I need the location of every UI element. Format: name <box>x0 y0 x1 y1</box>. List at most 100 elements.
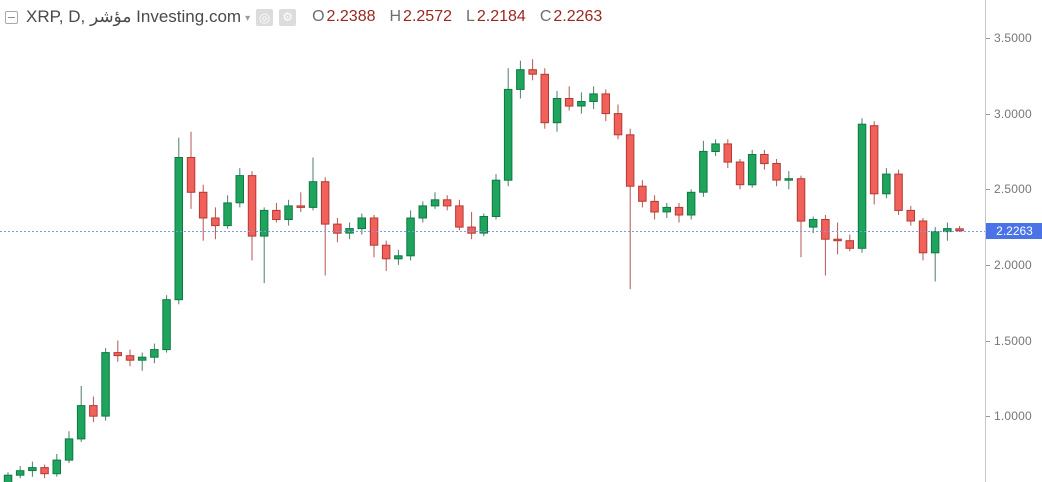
candle <box>577 92 586 114</box>
candle <box>150 343 159 364</box>
candle <box>711 139 720 156</box>
candle <box>516 60 525 99</box>
candle <box>747 149 757 188</box>
candle <box>479 213 488 237</box>
candle <box>796 175 806 258</box>
settings-gear-button[interactable]: ⚙ <box>279 8 297 26</box>
candle <box>381 240 391 271</box>
price-axis-tick <box>986 265 990 266</box>
candle <box>674 202 684 223</box>
candle <box>540 68 549 129</box>
candle <box>503 68 513 187</box>
price-axis-label: 1.0000 <box>994 409 1032 423</box>
candle <box>113 340 122 362</box>
candle <box>772 159 781 187</box>
candle <box>247 171 257 261</box>
candle <box>418 201 427 223</box>
candle <box>223 195 232 229</box>
ohlc-open-value: 2.2388 <box>326 8 376 25</box>
candle <box>174 137 183 305</box>
visibility-toggle-button[interactable]: ◎ <box>256 8 274 26</box>
candle <box>821 215 830 276</box>
candle <box>3 472 13 482</box>
ohlc-open-label: O <box>312 8 325 25</box>
ohlc-low: L 2.2184 <box>466 8 526 26</box>
candle <box>882 168 891 199</box>
candle <box>625 128 635 290</box>
candle <box>64 431 74 464</box>
candle <box>528 59 537 81</box>
candlestick-plot[interactable] <box>0 0 985 482</box>
ohlc-close-label: C <box>539 8 552 25</box>
price-axis-tick <box>986 416 990 417</box>
candle <box>650 195 659 220</box>
candle <box>430 192 440 209</box>
candle <box>735 159 745 190</box>
candle <box>601 89 610 122</box>
candle <box>235 168 244 208</box>
candle <box>76 385 86 442</box>
price-axis-label: 3.5000 <box>994 31 1032 45</box>
candle <box>955 226 964 232</box>
candle <box>833 222 842 255</box>
price-axis-tick <box>986 114 990 115</box>
price-axis-label: 3.0000 <box>994 107 1032 121</box>
candle <box>906 205 915 226</box>
candle <box>564 86 574 111</box>
candle <box>211 207 220 240</box>
candle <box>894 169 903 215</box>
candle <box>198 184 208 241</box>
candle <box>259 207 269 284</box>
chevron-down-icon[interactable]: ▾ <box>245 13 251 24</box>
ohlc-close-value: 2.2263 <box>553 8 603 25</box>
price-axis-tick <box>986 38 990 39</box>
current-price-line <box>0 231 985 232</box>
collapse-icon[interactable] <box>5 10 18 24</box>
candle <box>308 157 318 211</box>
candle <box>406 210 415 261</box>
candle <box>272 202 281 223</box>
plot-area[interactable] <box>0 0 985 482</box>
ohlc-open: O 2.2388 <box>312 8 375 26</box>
candle <box>52 454 61 477</box>
candle <box>89 396 98 423</box>
price-axis-tick <box>986 341 990 342</box>
symbol-title[interactable]: XRP, D, مؤشر Investing.com <box>26 7 242 26</box>
candle <box>699 140 708 197</box>
candle <box>723 139 732 169</box>
candle <box>333 218 342 243</box>
price-axis[interactable]: 3.5000 3.0000 2.5000 2.0000 1.5000 1.0000 2.22… <box>985 0 1042 482</box>
ohlc-high: H 2.2572 <box>389 8 452 26</box>
candle <box>857 118 867 253</box>
candle <box>662 202 671 218</box>
candle <box>442 195 452 211</box>
price-axis-tick <box>986 189 990 190</box>
candle <box>284 199 293 226</box>
candle <box>613 104 623 140</box>
price-axis-label: 2.0000 <box>994 258 1032 272</box>
candle <box>808 216 818 234</box>
price-axis-label: 1.5000 <box>994 334 1032 348</box>
candle <box>686 189 696 220</box>
candle <box>369 215 379 258</box>
candle <box>162 295 171 353</box>
candle <box>40 464 49 479</box>
candle <box>589 86 598 110</box>
candle <box>845 234 854 252</box>
candle <box>467 212 476 240</box>
candle <box>394 249 403 265</box>
candle <box>320 177 330 276</box>
candle <box>296 192 305 212</box>
candle <box>455 199 464 231</box>
candle <box>930 227 940 282</box>
candle <box>869 121 879 205</box>
candle <box>28 461 37 477</box>
candle <box>638 180 647 208</box>
candle <box>918 218 928 261</box>
current-price-tag: 2.2263 <box>986 223 1042 239</box>
ohlc-close: C 2.2263 <box>540 8 603 26</box>
ohlc-legend: O 2.2388 H 2.2572 L 2.2184 C 2.2263 <box>312 8 602 26</box>
candle <box>137 352 147 371</box>
candle <box>345 222 354 240</box>
candle <box>491 174 501 220</box>
